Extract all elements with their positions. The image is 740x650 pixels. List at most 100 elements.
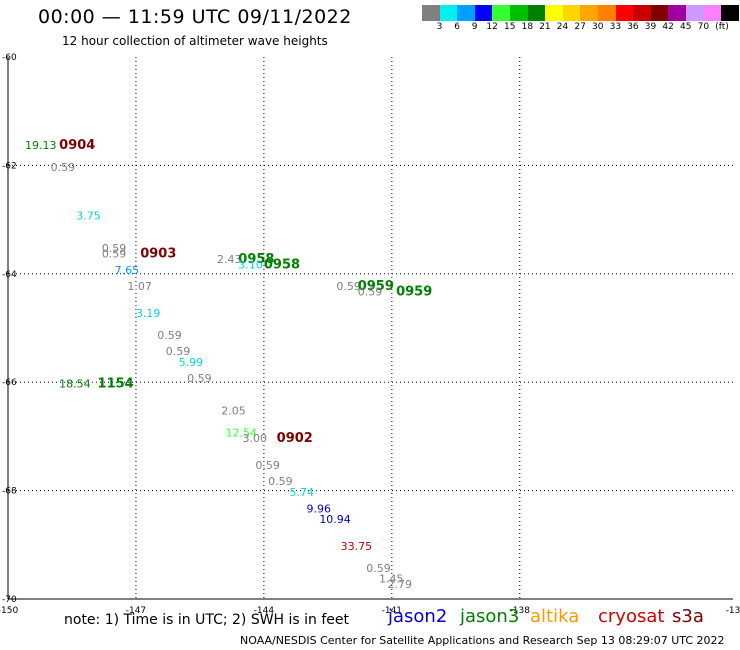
wave-height-label: 2.05 <box>221 405 246 418</box>
colorbar-swatch <box>721 5 739 21</box>
wave-height-label: 2.43 <box>217 253 242 266</box>
colorbar-swatch <box>633 5 651 21</box>
colorbar-swatch <box>650 5 669 21</box>
colorbar-unit: (ft) <box>715 22 729 32</box>
wave-height-label: 0.59 <box>157 329 182 342</box>
wave-height-label: 1.45 <box>379 573 404 586</box>
x-tick-label: -147 <box>126 606 146 616</box>
colorbar-tick-label: 33 <box>609 22 622 32</box>
colorbar-swatch <box>562 5 581 21</box>
wave-height-label: 0.59 <box>268 475 293 488</box>
wave-height-label: 3.19 <box>136 307 161 320</box>
colorbar <box>422 5 739 21</box>
colorbar-tick-label: 6 <box>454 22 460 32</box>
colorbar-tick-label: 36 <box>627 22 639 32</box>
axes <box>7 57 733 600</box>
tick-labels: -150 -147 -144 -141 -138 -13 -60 -62 -64 -66 -68 -7… <box>0 53 740 616</box>
legend-item-altika: altika <box>530 606 580 627</box>
wave-height-label: 5.74 <box>289 486 314 499</box>
colorbar-swatch <box>615 5 634 21</box>
x-tick-label: -138 <box>510 606 531 616</box>
wave-height-label: 19.13 <box>25 139 57 152</box>
wave-height-label: 2.79 <box>388 578 413 591</box>
y-tick-label: -68 <box>2 487 17 497</box>
wave-height-label: 5.99 <box>179 356 204 369</box>
pass-time-label: 0959 <box>358 279 394 294</box>
colorbar-tick-label: 18 <box>521 22 534 32</box>
wave-height-label: 3.10 <box>238 258 263 271</box>
colorbar-tick-label: 24 <box>556 22 569 32</box>
pass-time-label: 0904 <box>59 138 95 153</box>
y-tick-label: -60 <box>2 53 17 63</box>
wave-height-label: 1.07 <box>127 280 152 293</box>
x-tick-label: -150 <box>0 606 18 616</box>
chart-title: 00:00 — 11:59 UTC 09/11/2022 <box>38 6 352 28</box>
colorbar-tick-label: 3 <box>436 22 443 32</box>
colorbar-swatch <box>457 5 475 21</box>
colorbar-swatch <box>439 5 458 21</box>
wave-height-label: 12.54 <box>226 426 258 439</box>
colorbar-swatch <box>685 5 704 21</box>
colorbar-swatch <box>474 5 493 21</box>
colorbar-tick-label: 12 <box>486 22 498 32</box>
wave-height-label: 0.59 <box>255 459 280 472</box>
wave-height-label: 0.59 <box>102 242 127 255</box>
wave-height-label: 0.59 <box>51 161 76 174</box>
y-tick-label: -62 <box>2 161 17 171</box>
chart-subtitle: 12 hour collection of altimeter wave hei… <box>62 34 328 48</box>
wave-height-label: 0.59 <box>102 248 127 261</box>
wave-height-label: 0.59 <box>336 280 361 293</box>
wave-height-label: 3.00 <box>243 432 268 445</box>
pass-time-label: 1154 <box>98 377 134 392</box>
colorbar-tick-label: 30 <box>592 22 604 32</box>
colorbar-swatch <box>545 5 563 21</box>
footer-credit: NOAA/NESDIS Center for Satellite Applica… <box>240 634 725 647</box>
colorbar-tick-label: 39 <box>644 22 657 32</box>
y-tick-label: -66 <box>2 378 17 388</box>
wave-height-label: 0.59 <box>366 562 391 575</box>
wave-height-label: 0.59 <box>358 285 383 298</box>
wave-height-label: 3.75 <box>76 210 101 223</box>
pass-time-label: 0902 <box>277 431 313 446</box>
pass-time-label: 0959 <box>396 284 432 299</box>
pass-time-label: 0958 <box>264 257 300 272</box>
pass-time-label: 0958 <box>238 252 274 267</box>
wave-height-label: 0.59 <box>187 372 212 385</box>
colorbar-tick-label: 27 <box>574 22 586 32</box>
colorbar-labels: 3 6 9 12 15 18 21 24 27 30 33 36 39 42 45 70 (ft) <box>422 22 740 34</box>
colorbar-swatch <box>509 5 528 21</box>
colorbar-swatch <box>668 5 686 21</box>
wave-height-label: 7.65 <box>115 264 140 277</box>
colorbar-swatch <box>492 5 510 21</box>
pass-time-label: 0903 <box>140 247 176 262</box>
x-tick-label: -144 <box>254 606 275 616</box>
colorbar-tick-label: 21 <box>539 22 551 32</box>
colorbar-swatch <box>527 5 546 21</box>
colorbar-tick-label: 15 <box>504 22 516 32</box>
x-tick-label: -141 <box>382 606 402 616</box>
legend-item-jason2: jason2 <box>388 606 448 627</box>
wave-height-label: 33.75 <box>341 540 373 553</box>
colorbar-tick-label: 9 <box>471 22 478 32</box>
colorbar-swatch <box>580 5 598 21</box>
wave-height-label: 10.94 <box>319 513 351 526</box>
legend-item-cryosat: cryosat <box>598 606 665 627</box>
wave-height-label: 0.59 <box>166 345 191 358</box>
wave-height-label: 9.96 <box>307 502 332 515</box>
legend-item-jason3: jason3 <box>460 606 520 627</box>
x-tick-label: -13 <box>726 606 740 616</box>
colorbar-tick-label: 45 <box>680 22 692 32</box>
footer-note: note: 1) Time is in UTC; 2) SWH is in fe… <box>64 612 350 628</box>
colorbar-tick-label: 70 <box>697 22 710 32</box>
legend-item-s3a: s3a <box>672 606 704 627</box>
colorbar-swatch <box>422 5 440 21</box>
wave-height-label: 18.54 <box>59 378 90 391</box>
colorbar-swatch <box>703 5 722 21</box>
grid-lines <box>8 57 733 599</box>
colorbar-tick-label: 42 <box>662 22 674 32</box>
y-tick-label: -64 <box>2 270 17 280</box>
colorbar-swatch <box>597 5 616 21</box>
